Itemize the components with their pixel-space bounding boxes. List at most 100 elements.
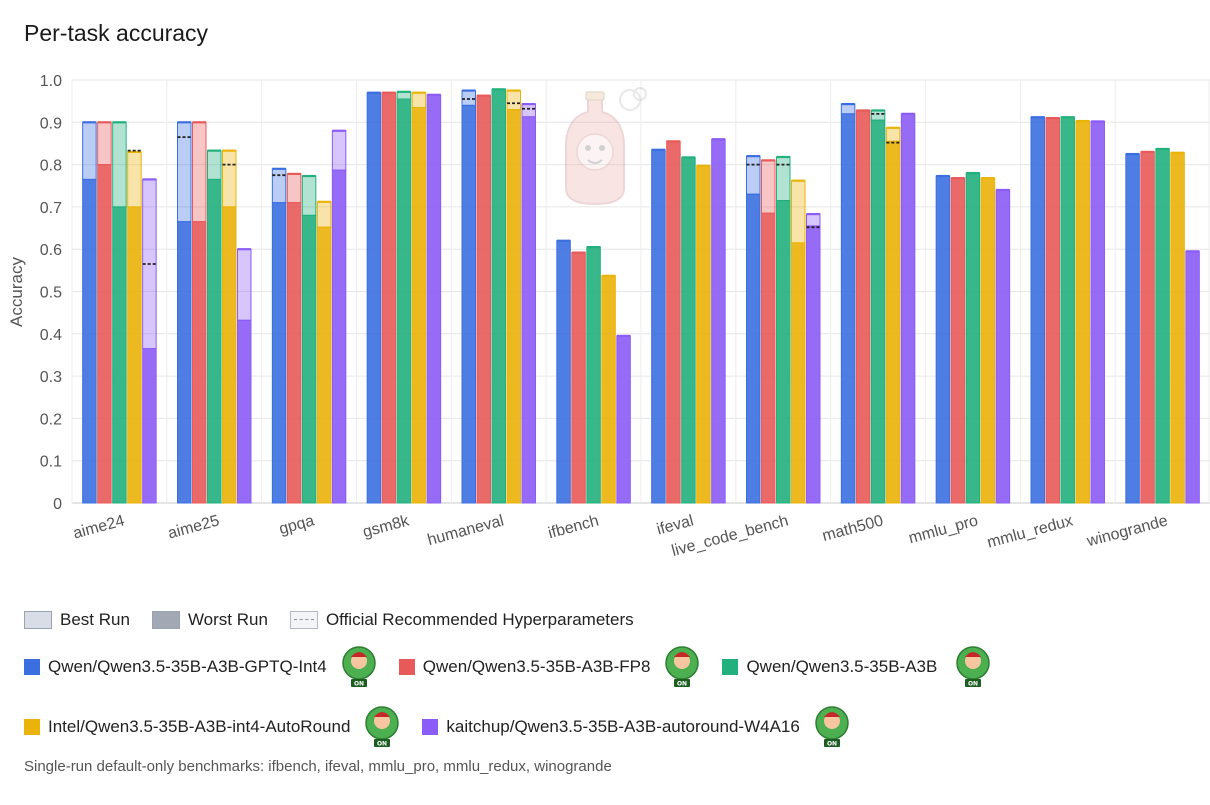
bar-worst-run [286,202,302,504]
bar-worst-run [1170,152,1185,504]
bar-worst-run [1140,151,1155,504]
bar-worst-run [806,225,821,504]
bar-best-run [192,121,207,223]
bar-worst-run [666,140,681,504]
svg-text:ON: ON [968,681,978,688]
fp8-swatch [398,659,415,675]
bar-best-run [746,155,761,195]
bar-worst-run [476,95,491,504]
bar-worst-run [935,175,951,504]
legend-best-run[interactable]: Best Run [24,610,130,630]
legend-official[interactable]: Official Recommended Hyperparameters [289,610,634,630]
bar-worst-run [97,164,112,504]
bar-worst-run [381,92,397,504]
legend-worst-run[interactable]: Worst Run [151,610,268,630]
bar-worst-run [207,178,222,504]
bar-worst-run [192,221,207,504]
x-tick-label: gpqa [277,512,316,538]
bar-worst-run [301,214,317,504]
bar-worst-run [980,177,996,504]
y-axis-label: Accuracy [7,257,26,327]
kaitchup-swatch [422,719,439,735]
bar-worst-run [586,246,601,504]
bar-worst-run [681,156,696,504]
bar-worst-run [177,221,192,504]
bar-worst-run [491,88,506,504]
y-tick-label: 0.9 [40,115,62,132]
bar-worst-run [761,212,776,504]
worst-run-label: Worst Run [187,610,268,629]
fp8-label: Qwen/Qwen3.5-35B-A3B-FP8 [422,657,651,676]
base-swatch [722,659,739,675]
svg-text:ON: ON [827,741,837,748]
bar-worst-run [950,177,966,504]
bar-worst-run [237,319,252,504]
svg-text:ON: ON [354,681,364,688]
best-run-swatch [24,611,52,629]
bar-best-run [506,90,521,111]
bar-best-run [286,173,302,204]
bar-worst-run [1060,116,1075,504]
x-tick-label: ifbench [546,512,600,542]
bar-worst-run [855,109,871,504]
bar-worst-run [366,92,382,504]
chart-title: Per-task accuracy [24,20,209,46]
bar-best-run [207,150,222,180]
bar-worst-run [521,116,536,504]
legend-model-fp8[interactable]: Qwen/Qwen3.5-35B-A3B-FP8 ON [398,645,701,689]
bar-chart: 00.10.20.30.40.50.60.70.80.91.0 aime24 ai… [7,73,1210,560]
bar-worst-run [870,119,886,504]
bar-worst-run [900,113,916,504]
y-tick-label: 0.2 [40,411,62,428]
bar-best-run [301,175,317,216]
bar-worst-run [1030,116,1045,504]
bars [82,88,1200,504]
y-tick-labels: 0 0.1 0.2 0.3 0.4 0.5 0.6 0.7 0.8 0.9 1.0 [40,73,62,513]
y-tick-label: 0.6 [40,242,62,259]
x-tick-label: mmlu_pro [907,512,980,547]
bar-worst-run [776,200,791,504]
best-run-label: Best Run [60,610,130,629]
bar-worst-run [127,206,142,504]
legend-model-gptq[interactable]: Qwen/Qwen3.5-35B-A3B-GPTQ-Int4 ON [24,645,377,689]
legend-model-base[interactable]: Qwen/Qwen3.5-35B-A3B ON [722,645,991,689]
y-tick-label: 0.4 [40,327,62,344]
bar-best-run [237,248,252,321]
bar-best-run [331,130,347,171]
bar-best-run [885,127,901,142]
intel-label: Intel/Qwen3.5-35B-A3B-int4-AutoRound [48,717,351,736]
bar-best-run [97,121,112,166]
bar-worst-run [791,242,806,504]
bar-worst-run [461,104,476,504]
svg-text:ON: ON [377,741,387,748]
worst-run-swatch [151,611,180,629]
bar-best-run [411,92,427,108]
bar-best-run [870,109,886,121]
bar-worst-run [331,169,347,504]
badge-on-icon: ON [956,646,991,688]
bar-best-run [316,201,332,228]
x-tick-label: humaneval [426,512,506,549]
bar-worst-run [995,189,1011,504]
legend-model-kaitchup[interactable]: kaitchup/Qwen3.5-35B-A3B-autoround-W4A16… [422,705,849,749]
bar-best-run [271,168,287,204]
bar-worst-run [82,178,97,504]
bar-worst-run [616,335,631,504]
y-tick-label: 1.0 [40,73,62,90]
bar-worst-run [396,98,412,504]
bar-worst-run [1155,148,1170,504]
badge-on-icon: ON [365,706,400,748]
y-tick-label: 0 [53,496,62,513]
x-tick-label: aime25 [166,512,221,542]
bar-worst-run [411,106,427,504]
bar-best-run [461,90,476,106]
legend-model-intel[interactable]: Intel/Qwen3.5-35B-A3B-int4-AutoRound ON [24,705,400,749]
bar-best-run [806,213,821,227]
x-tick-label: gsm8k [361,512,412,541]
bar-worst-run [1185,250,1200,504]
x-tick-labels: aime24 aime25 gpqa gsm8k humaneval ifbench ife… [71,512,1169,560]
badge-on-icon: ON [341,646,376,688]
legend-models-row-1: Qwen/Qwen3.5-35B-A3B-GPTQ-Int4 ON Qwen/Q… [24,645,1013,689]
bar-worst-run [1090,120,1105,504]
bar-worst-run [142,348,157,504]
